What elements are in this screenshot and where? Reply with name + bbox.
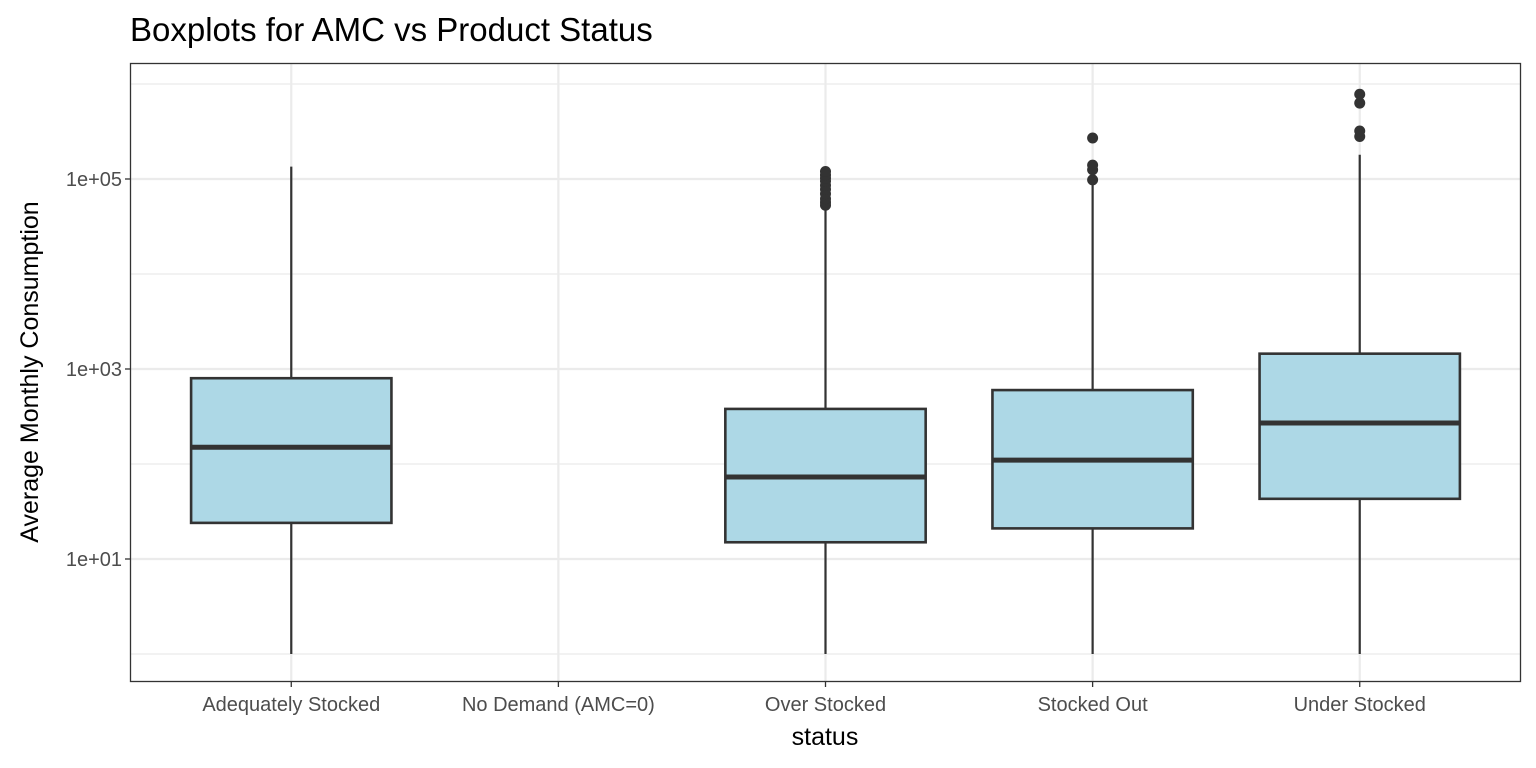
x-tick-label: Under Stocked bbox=[1294, 694, 1426, 716]
y-tick-label: 1e+05 bbox=[66, 169, 122, 191]
x-tick-label: Stocked Out bbox=[1038, 694, 1149, 716]
outlier-point bbox=[1087, 159, 1099, 171]
box-group bbox=[724, 165, 927, 654]
iqr-box bbox=[189, 376, 393, 525]
x-tick-label: Over Stocked bbox=[765, 694, 886, 716]
box-group bbox=[189, 166, 393, 654]
y-axis-title: Average Monthly Consumption bbox=[16, 201, 44, 542]
x-tick-label: No Demand (AMC=0) bbox=[462, 694, 655, 716]
box-group bbox=[1258, 88, 1462, 654]
x-axis-title: status bbox=[792, 723, 859, 751]
y-tick-label: 1e+01 bbox=[66, 549, 122, 571]
y-axis: 1e+01 1e+03 1e+05 bbox=[66, 169, 131, 571]
chart-title: Boxplots for AMC vs Product Status bbox=[130, 11, 653, 48]
x-axis: Adequately Stocked No Demand (AMC=0) Over … bbox=[202, 681, 1426, 716]
outlier-point bbox=[1354, 88, 1366, 100]
iqr-box bbox=[1258, 352, 1462, 501]
outlier-point bbox=[1087, 132, 1099, 144]
boxes-layer bbox=[189, 88, 1462, 654]
outlier-point bbox=[1087, 174, 1099, 186]
x-tick-label: Adequately Stocked bbox=[202, 694, 380, 716]
box-group bbox=[991, 132, 1195, 654]
y-tick-label: 1e+03 bbox=[66, 359, 122, 381]
outlier-point bbox=[1354, 97, 1366, 109]
outlier-point bbox=[820, 165, 831, 177]
outlier-point bbox=[1354, 125, 1366, 137]
